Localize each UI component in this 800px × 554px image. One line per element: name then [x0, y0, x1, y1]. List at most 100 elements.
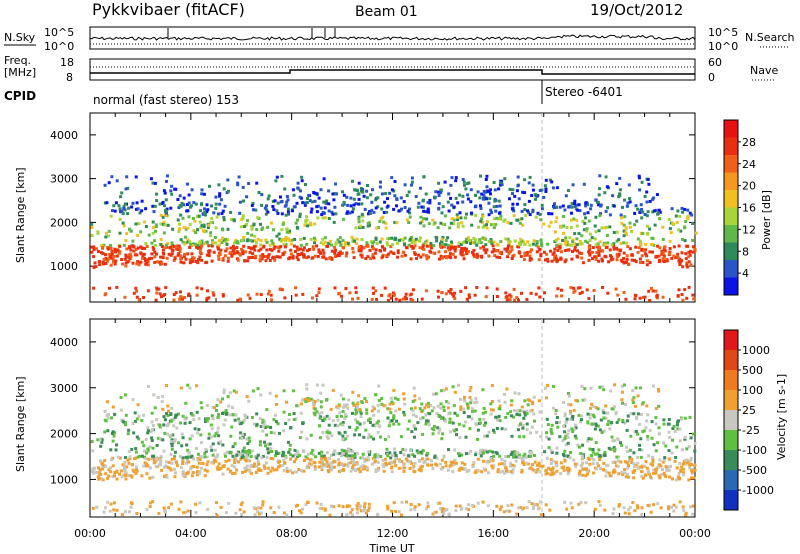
- power-cell: [322, 177, 326, 181]
- velocity-cell: [312, 411, 316, 415]
- power-cell: [267, 194, 271, 198]
- power-cell: [282, 238, 286, 242]
- power-cell: [301, 292, 305, 296]
- power-cell: [604, 209, 608, 213]
- power-cell: [211, 221, 215, 224]
- power-cell: [461, 194, 465, 198]
- velocity-cell: [107, 474, 111, 478]
- velocity-cell: [659, 506, 663, 510]
- power-cell: [639, 239, 643, 243]
- velocity-cell: [226, 395, 230, 399]
- velocity-cell: [140, 454, 144, 458]
- velocity-cell: [395, 419, 399, 423]
- power-cell: [622, 229, 626, 233]
- power-cell: [290, 209, 294, 213]
- power-cell: [187, 193, 191, 197]
- power-cell: [504, 291, 508, 295]
- power-cell: [265, 208, 269, 212]
- power-cell: [550, 212, 554, 216]
- velocity-cell: [560, 466, 564, 470]
- power-cell: [259, 222, 262, 226]
- power-cell: [150, 256, 154, 260]
- power-cell: [438, 244, 442, 248]
- velocity-cell: [373, 424, 377, 428]
- velocity-cell: [244, 467, 248, 471]
- power-cell: [576, 249, 579, 253]
- velocity-cell: [572, 408, 576, 412]
- velocity-cell: [332, 452, 336, 456]
- velocity-cell: [135, 417, 139, 421]
- velocity-cell: [175, 426, 179, 430]
- power-cell: [651, 197, 655, 201]
- power-cell: [265, 240, 269, 244]
- velocity-cell: [248, 469, 252, 473]
- power-cell: [200, 188, 204, 192]
- velocity-cell: [111, 405, 115, 409]
- velocity-colorbar-tick: -1000: [742, 484, 774, 497]
- velocity-cell: [525, 428, 529, 432]
- power-cell: [520, 217, 524, 221]
- power-cell: [562, 224, 566, 228]
- power-cell: [259, 239, 263, 243]
- power-cell: [389, 245, 393, 248]
- velocity-cell: [172, 457, 176, 460]
- velocity-cell: [683, 437, 687, 441]
- velocity-cell: [482, 407, 486, 410]
- velocity-cell: [248, 451, 252, 455]
- velocity-cell: [657, 389, 661, 393]
- power-cell: [319, 206, 323, 210]
- velocity-cell: [489, 402, 493, 406]
- velocity-cell: [608, 427, 612, 431]
- power-cell: [280, 212, 284, 216]
- velocity-cell: [348, 454, 351, 458]
- velocity-cell: [404, 448, 407, 452]
- power-cell: [465, 240, 469, 244]
- power-cell: [383, 286, 387, 290]
- velocity-cell: [565, 417, 569, 421]
- power-cell: [295, 245, 299, 249]
- velocity-cell: [598, 454, 602, 458]
- velocity-cell: [140, 474, 144, 478]
- velocity-cell: [268, 391, 272, 395]
- power-cell: [250, 227, 254, 231]
- power-cell: [474, 204, 478, 208]
- power-cell: [339, 243, 343, 247]
- power-cell: [338, 240, 342, 244]
- velocity-cell: [523, 452, 527, 456]
- power-cell: [419, 255, 423, 259]
- velocity-cell: [412, 386, 416, 390]
- velocity-cell: [526, 403, 530, 407]
- power-cell: [668, 227, 672, 231]
- power-cell: [162, 231, 166, 235]
- power-cell: [176, 218, 180, 222]
- velocity-cell: [292, 418, 296, 421]
- power-cell: [597, 193, 601, 197]
- velocity-cell: [294, 417, 298, 421]
- power-ytick-label: 4000: [50, 129, 78, 142]
- velocity-cell: [676, 420, 680, 424]
- power-cell: [634, 204, 638, 208]
- power-cell: [472, 253, 476, 257]
- power-cell: [637, 176, 641, 180]
- velocity-cell: [530, 425, 534, 429]
- velocity-cell: [690, 476, 693, 480]
- power-cell: [160, 295, 163, 299]
- velocity-cell: [693, 464, 697, 468]
- power-cell: [606, 206, 610, 210]
- power-cell: [678, 257, 682, 261]
- power-cell: [685, 261, 689, 265]
- power-cell: [368, 223, 371, 227]
- power-cell: [636, 207, 640, 211]
- velocity-cell: [420, 457, 424, 461]
- power-cell: [597, 259, 601, 263]
- power-cell: [131, 244, 135, 248]
- velocity-cell: [239, 503, 243, 507]
- velocity-cell: [519, 506, 522, 509]
- velocity-cell: [321, 419, 325, 422]
- velocity-cell: [640, 465, 644, 469]
- power-cell: [646, 210, 650, 214]
- velocity-cell: [177, 412, 180, 416]
- velocity-cell: [569, 403, 573, 407]
- power-cell: [587, 219, 591, 223]
- power-cell: [367, 212, 370, 216]
